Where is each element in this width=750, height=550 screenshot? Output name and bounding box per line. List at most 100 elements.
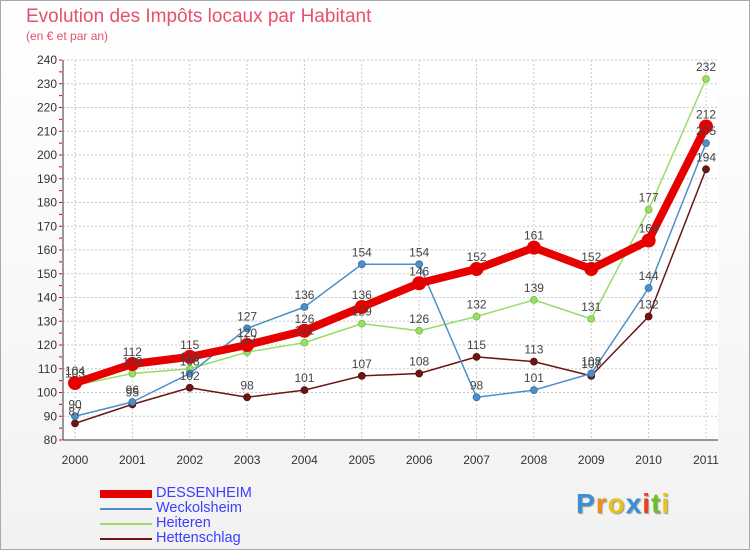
y-tick-label: 100 [37,386,57,400]
logo-letter: x [625,488,643,519]
legend-item-hettenschlag: Hettenschlag [100,531,252,546]
x-tick-label: 2010 [635,453,662,467]
data-label-dessenheim: 136 [352,288,372,302]
point-weckolsheim [415,260,424,269]
legend-swatch-heiteren [100,522,152,525]
data-label-dessenheim: 126 [294,312,314,326]
point-dessenheim [526,240,541,255]
logo-letter: P [576,488,596,519]
logo-letter: t [651,488,662,519]
chart-subtitle: (en € et par an) [26,29,109,43]
data-label-weckolsheim: 205 [696,124,716,138]
data-label-dessenheim: 164 [639,222,659,236]
legend-swatch-hettenschlag [100,537,152,540]
data-label-heiteren: 103 [65,366,85,380]
point-heiteren [644,205,653,214]
data-label-dessenheim: 161 [524,229,544,243]
point-heiteren [128,369,137,378]
chart-title: Evolution des Impôts locaux par Habitant [26,6,372,27]
y-tick-label: 150 [37,267,57,281]
point-weckolsheim [472,393,481,402]
data-label-heiteren: 232 [696,60,716,74]
point-dessenheim [412,276,427,291]
x-tick-label: 2006 [406,453,433,467]
data-label-hettenschlag: 98 [240,378,254,392]
point-dessenheim [354,300,369,314]
data-label-dessenheim: 104 [65,364,85,378]
data-label-weckolsheim: 108 [180,355,200,369]
data-label-heiteren: 131 [581,300,601,314]
point-heiteren [702,75,710,83]
data-label-hettenschlag: 132 [639,298,659,312]
x-tick-label: 2002 [176,453,203,467]
legend-label-dessenheim: DESSENHEIM [156,485,252,501]
point-dessenheim [182,349,197,364]
x-tick-label: 2008 [521,453,548,467]
x-tick-label: 2000 [62,453,89,467]
point-hettenschlag [472,352,481,361]
legend: DESSENHEIM Weckolsheim Heiteren Hettensc… [100,486,252,546]
point-heiteren [415,326,424,335]
data-label-weckolsheim: 154 [409,245,429,259]
point-weckolsheim [71,412,79,421]
data-label-weckolsheim: 154 [352,245,372,259]
x-tick-label: 2011 [693,453,719,467]
point-dessenheim [240,338,255,352]
logo-letter: i [661,488,671,519]
x-tick-label: 2004 [291,453,318,467]
point-hettenschlag [644,312,653,321]
data-label-hettenschlag: 115 [467,338,486,352]
point-heiteren [300,338,309,347]
point-weckolsheim [530,386,538,395]
data-label-heiteren: 117 [238,333,257,347]
data-label-dessenheim: 152 [581,250,601,264]
point-weckolsheim [128,398,137,406]
data-label-heiteren: 177 [639,191,659,205]
point-weckolsheim [357,260,366,269]
point-weckolsheim [587,369,596,378]
data-label-hettenschlag: 102 [180,369,200,383]
logo-letter: i [642,488,652,519]
legend-swatch-weckolsheim [100,507,152,510]
y-tick-label: 160 [37,243,57,257]
point-weckolsheim [644,284,653,292]
point-dessenheim [641,233,656,248]
data-label-dessenheim: 146 [409,264,429,278]
series-line-hettenschlag [74,168,707,425]
data-label-hettenschlag: 95 [126,385,140,399]
data-label-heiteren: 129 [352,305,372,319]
point-weckolsheim [300,303,309,311]
series-line-weckolsheim [74,142,707,417]
legend-swatch-dessenheim [100,489,152,498]
point-hettenschlag [530,357,538,366]
data-label-weckolsheim: 144 [639,269,659,283]
data-label-hettenschlag: 113 [524,343,543,357]
data-label-dessenheim: 212 [696,108,716,122]
x-tick-label: 2001 [119,453,146,467]
legend-label-heiteren: Heiteren [156,515,211,531]
y-tick-label: 140 [37,291,57,305]
proxiti-logo: Proxiti [576,488,670,520]
data-label-heiteren: 110 [180,350,199,364]
point-hettenschlag [243,393,251,402]
data-label-hettenschlag: 108 [409,355,429,369]
legend-item-weckolsheim: Weckolsheim [100,501,252,516]
data-label-heiteren: 108 [122,355,142,369]
data-label-heiteren: 139 [524,281,544,295]
point-weckolsheim [702,139,710,148]
point-heiteren [587,314,596,323]
y-tick-label: 200 [37,148,57,162]
data-label-heiteren: 132 [467,298,487,312]
y-tick-label: 170 [37,219,57,233]
data-label-weckolsheim: 90 [68,397,82,411]
data-label-weckolsheim: 101 [524,371,544,385]
y-tick-label: 80 [44,433,58,447]
logo-letter: r [595,488,608,519]
point-weckolsheim [243,324,251,333]
point-hettenschlag [415,369,424,378]
y-tick-label: 230 [37,77,57,91]
point-heiteren [357,319,366,328]
x-tick-label: 2007 [463,453,490,467]
data-label-weckolsheim: 108 [581,355,601,369]
point-hettenschlag [300,386,309,395]
